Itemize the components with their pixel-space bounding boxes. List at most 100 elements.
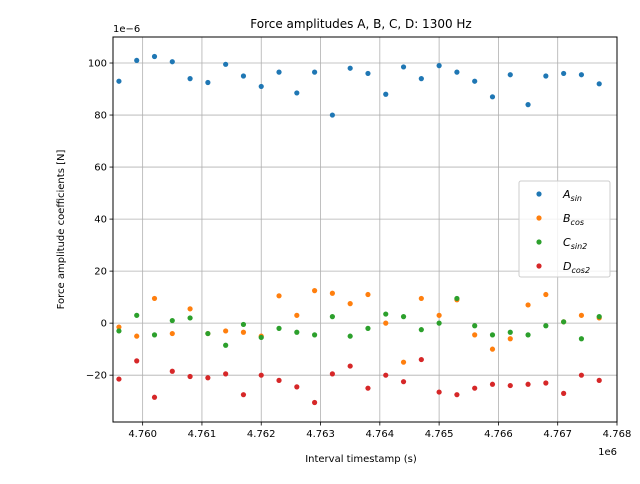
y-offset-label: 1e−6 xyxy=(113,24,140,35)
data-point-c xyxy=(507,329,513,335)
data-point-b xyxy=(134,333,140,339)
data-point-b xyxy=(276,293,282,299)
series-a xyxy=(116,53,602,118)
data-point-b xyxy=(169,330,175,337)
data-point-b xyxy=(116,324,122,330)
data-point-b xyxy=(347,301,353,307)
data-point-d xyxy=(383,372,389,378)
data-point-c xyxy=(347,333,353,339)
data-point-c xyxy=(223,342,229,348)
data-point-d xyxy=(454,392,460,398)
data-points xyxy=(116,53,602,406)
data-point-d xyxy=(276,377,282,383)
data-point-c xyxy=(205,330,211,337)
data-point-d xyxy=(134,358,140,364)
data-point-d xyxy=(187,373,193,380)
y-tick-label: 0 xyxy=(101,319,107,330)
data-point-b xyxy=(294,312,300,318)
x-axis: 4.760 4.761 4.762 4.763 4.764 4.765 4.766 4.767… xyxy=(128,422,631,440)
x-axis-label: Interval timestamp (s) xyxy=(305,454,417,465)
data-point-c xyxy=(525,332,531,338)
legend-subscript: cos2 xyxy=(571,266,590,275)
data-point-a xyxy=(543,73,549,79)
data-point-b xyxy=(312,288,318,294)
legend-box xyxy=(518,180,611,278)
data-point-d xyxy=(436,389,442,395)
data-point-c xyxy=(294,329,300,335)
data-point-a xyxy=(258,83,264,90)
data-point-c xyxy=(276,325,282,331)
legend-subscript: cos xyxy=(571,218,584,227)
legend-marker-c xyxy=(536,239,542,245)
data-point-c xyxy=(436,320,442,326)
legend-marker-d xyxy=(536,263,542,269)
data-point-c xyxy=(383,311,389,317)
data-point-b xyxy=(472,332,478,338)
data-point-a xyxy=(561,70,567,77)
data-point-b xyxy=(578,312,585,318)
data-point-b xyxy=(400,359,407,365)
data-point-a xyxy=(472,78,478,84)
data-point-d xyxy=(365,385,371,391)
data-point-d xyxy=(525,381,531,387)
data-point-a xyxy=(116,78,122,84)
data-point-a xyxy=(187,76,193,82)
data-point-a xyxy=(596,81,602,87)
data-point-b xyxy=(418,295,424,302)
data-point-b xyxy=(383,320,389,326)
data-point-c xyxy=(187,315,193,321)
data-point-b xyxy=(525,302,531,308)
data-point-c xyxy=(116,328,122,334)
data-point-a xyxy=(205,79,211,86)
data-point-b xyxy=(223,328,229,334)
data-point-b xyxy=(489,346,496,352)
legend-subscript: sin xyxy=(571,194,582,203)
data-point-a xyxy=(418,76,424,82)
data-point-c xyxy=(151,332,158,338)
x-tick-label: 4.763 xyxy=(306,429,335,440)
legend-marker-a xyxy=(536,191,542,197)
x-tick-label: 4.768 xyxy=(603,429,632,440)
data-point-b xyxy=(187,306,193,312)
data-point-d xyxy=(258,372,264,378)
data-point-c xyxy=(312,332,318,338)
data-point-d xyxy=(596,377,602,383)
data-point-a xyxy=(347,65,353,71)
data-point-a xyxy=(134,57,140,64)
y-tick-label: 100 xyxy=(88,59,107,70)
data-point-b xyxy=(365,291,371,298)
data-point-d xyxy=(472,385,478,391)
data-point-c xyxy=(240,321,247,328)
data-point-c xyxy=(454,295,460,302)
data-point-d xyxy=(561,390,567,396)
x-tick-label: 4.760 xyxy=(128,429,157,440)
data-point-d xyxy=(169,368,175,374)
data-point-a xyxy=(294,90,300,96)
chart-title: Force amplitudes A, B, C, D: 1300 Hz xyxy=(250,17,471,31)
data-point-a xyxy=(365,70,371,77)
legend-marker-b xyxy=(536,215,542,221)
data-point-a xyxy=(169,59,175,65)
data-point-d xyxy=(240,392,247,398)
series-b xyxy=(116,288,602,365)
y-tick-label: 80 xyxy=(94,111,107,122)
x-offset-label: 1e6 xyxy=(598,447,617,458)
data-point-c xyxy=(578,336,585,342)
data-point-d xyxy=(294,384,300,390)
data-point-c xyxy=(489,332,496,338)
data-point-a xyxy=(276,69,282,75)
data-point-a xyxy=(400,64,407,70)
data-point-d xyxy=(489,381,496,387)
series-d xyxy=(116,356,602,406)
x-tick-label: 4.767 xyxy=(543,429,572,440)
data-point-c xyxy=(400,314,407,320)
data-point-d xyxy=(543,380,549,386)
data-point-c xyxy=(258,334,264,341)
data-point-d xyxy=(223,371,229,377)
data-point-d xyxy=(116,376,122,382)
data-point-c xyxy=(169,317,175,324)
data-point-a xyxy=(489,94,496,100)
data-point-a xyxy=(223,61,229,67)
data-point-c xyxy=(472,323,478,329)
